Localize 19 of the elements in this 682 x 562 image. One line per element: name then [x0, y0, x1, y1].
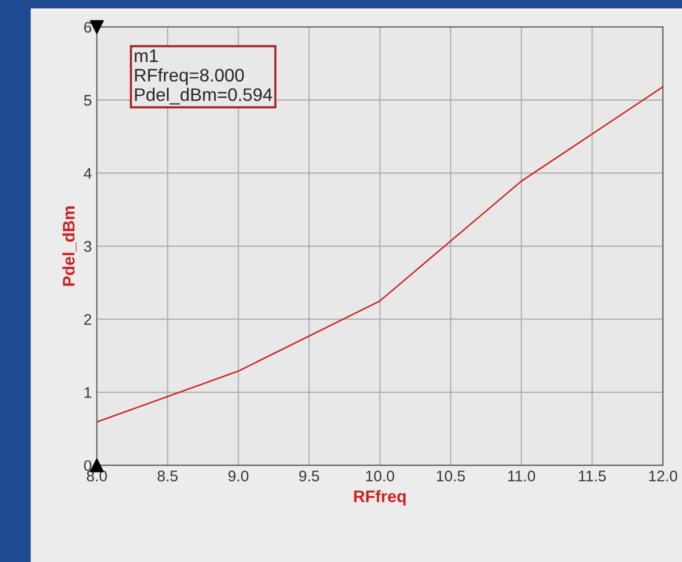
- annotation: m1 RFfreq=8.000 Pdel_dBm=0.594: [134, 50, 272, 104]
- x-axis-title: RFfreq: [354, 490, 406, 506]
- y-tick-label: 1: [84, 387, 92, 398]
- y-tick-label: 2: [84, 314, 92, 325]
- x-tick-label: 9.5: [299, 470, 320, 482]
- x-tick-label: 10.5: [436, 470, 465, 482]
- y-axis-title: Pdel_dBm: [62, 206, 77, 286]
- x-tick-label: 9.0: [228, 470, 248, 482]
- y-tick-label: 6: [84, 22, 92, 33]
- y-tick-label: 3: [84, 241, 92, 252]
- y-tick-label: 4: [84, 168, 92, 179]
- y-tick-label: 0: [84, 460, 92, 472]
- line-series: [96, 86, 663, 423]
- x-tick-label: 11.0: [508, 470, 536, 482]
- y-tick-label: 5: [84, 95, 92, 106]
- x-tick-label: 12.0: [649, 470, 678, 482]
- x-tick-label: 8.5: [158, 470, 178, 482]
- x-tick-label: 11.5: [579, 470, 606, 482]
- x-tick-label: 10.0: [366, 470, 394, 482]
